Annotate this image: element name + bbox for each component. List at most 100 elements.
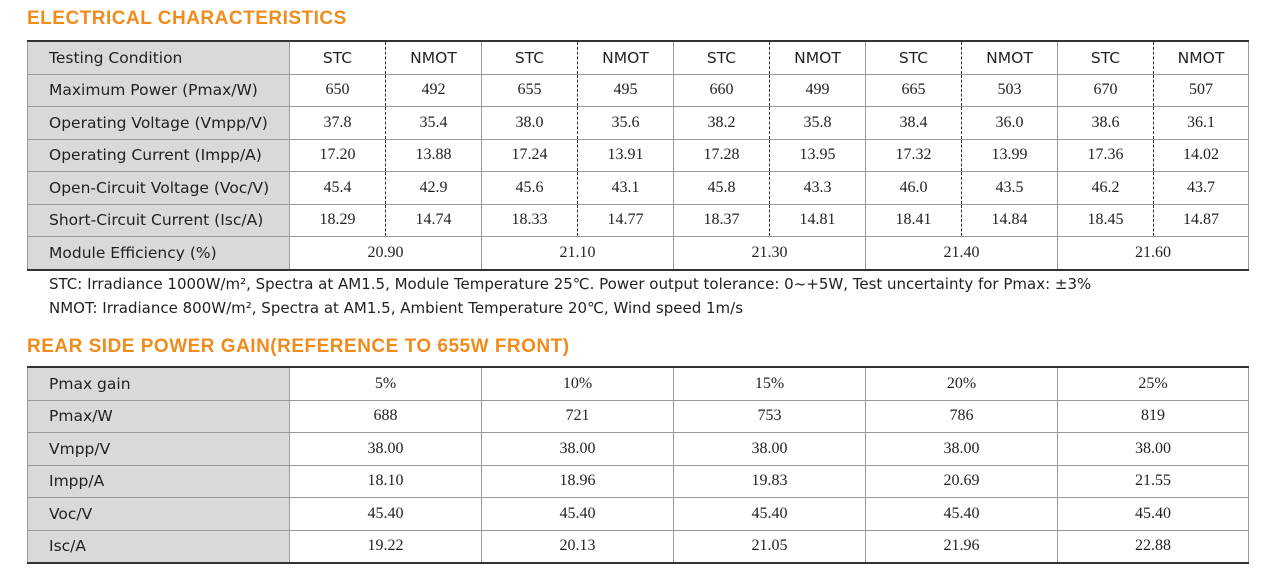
value-cell: 20.13 <box>481 529 674 564</box>
table-row: Impp/A 18.10 18.96 19.83 20.69 21.55 <box>27 464 1249 498</box>
stc-header: STC <box>289 40 386 75</box>
value-cell: 753 <box>673 399 866 433</box>
value-cell: 13.95 <box>769 138 866 172</box>
value-cell: 45.6 <box>481 171 578 205</box>
table-row: Operating Voltage (Vmpp/V) 37.8 35.4 38.0 35… <box>27 106 1249 140</box>
value-cell: 18.41 <box>865 203 962 237</box>
value-cell: 38.4 <box>865 106 962 140</box>
efficiency-cell: 21.40 <box>865 236 1058 271</box>
value-cell: 14.84 <box>961 203 1058 237</box>
value-cell: 17.36 <box>1057 138 1154 172</box>
value-cell: 45.4 <box>289 171 386 205</box>
value-cell: 38.00 <box>289 432 482 466</box>
value-cell: 688 <box>289 399 482 433</box>
value-cell: 42.9 <box>385 171 482 205</box>
value-cell: 18.37 <box>673 203 770 237</box>
value-cell: 38.00 <box>481 432 674 466</box>
nmot-note: NMOT: Irradiance 800W/m², Spectra at AM1… <box>49 299 744 317</box>
value-cell: 45.40 <box>1057 497 1249 531</box>
value-cell: 14.87 <box>1153 203 1249 237</box>
value-cell: 36.0 <box>961 106 1058 140</box>
value-cell: 20.69 <box>865 464 1058 498</box>
table-row: Short-Circuit Current (Isc/A) 18.29 14.74 1… <box>27 203 1249 237</box>
nmot-header: NMOT <box>1153 40 1249 75</box>
value-cell: 43.7 <box>1153 171 1249 205</box>
electrical-heading: ELECTRICAL CHARACTERISTICS <box>27 8 347 29</box>
electrical-table: Testing Condition STC NMOT STC NMOT STC NMOT ST… <box>27 40 1249 271</box>
value-cell: 13.99 <box>961 138 1058 172</box>
value-cell: 819 <box>1057 399 1249 433</box>
value-cell: 15% <box>673 366 866 401</box>
row-label: Pmax/W <box>27 399 290 433</box>
efficiency-cell: 21.10 <box>481 236 674 271</box>
value-cell: 492 <box>385 73 482 107</box>
row-label: Module Efficiency (%) <box>27 236 290 271</box>
stc-header: STC <box>865 40 962 75</box>
value-cell: 35.4 <box>385 106 482 140</box>
row-label: Operating Current (Impp/A) <box>27 138 290 172</box>
value-cell: 45.40 <box>481 497 674 531</box>
stc-header: STC <box>673 40 770 75</box>
value-cell: 38.0 <box>481 106 578 140</box>
row-label: Pmax gain <box>27 366 290 401</box>
value-cell: 38.00 <box>673 432 866 466</box>
value-cell: 37.8 <box>289 106 386 140</box>
value-cell: 14.81 <box>769 203 866 237</box>
value-cell: 5% <box>289 366 482 401</box>
value-cell: 35.8 <box>769 106 866 140</box>
value-cell: 18.10 <box>289 464 482 498</box>
value-cell: 20% <box>865 366 1058 401</box>
table-row: Operating Current (Impp/A) 17.20 13.88 17.2… <box>27 138 1249 172</box>
header-row: Testing Condition STC NMOT STC NMOT STC NMOT ST… <box>27 40 1249 75</box>
row-label: Voc/V <box>27 497 290 531</box>
value-cell: 13.91 <box>577 138 674 172</box>
nmot-header: NMOT <box>385 40 482 75</box>
value-cell: 46.0 <box>865 171 962 205</box>
value-cell: 19.22 <box>289 529 482 564</box>
value-cell: 43.3 <box>769 171 866 205</box>
value-cell: 721 <box>481 399 674 433</box>
condition-label: Testing Condition <box>27 40 290 75</box>
table-row: Voc/V 45.40 45.40 45.40 45.40 45.40 <box>27 497 1249 531</box>
value-cell: 43.5 <box>961 171 1058 205</box>
value-cell: 17.24 <box>481 138 578 172</box>
rear-heading: REAR SIDE POWER GAIN(REFERENCE TO 655W F… <box>27 336 570 357</box>
value-cell: 22.88 <box>1057 529 1249 564</box>
value-cell: 45.40 <box>673 497 866 531</box>
value-cell: 786 <box>865 399 1058 433</box>
value-cell: 35.6 <box>577 106 674 140</box>
table-row: Vmpp/V 38.00 38.00 38.00 38.00 38.00 <box>27 432 1249 466</box>
row-label: Open-Circuit Voltage (Voc/V) <box>27 171 290 205</box>
value-cell: 503 <box>961 73 1058 107</box>
stc-header: STC <box>481 40 578 75</box>
value-cell: 21.96 <box>865 529 1058 564</box>
value-cell: 18.29 <box>289 203 386 237</box>
value-cell: 38.6 <box>1057 106 1154 140</box>
table-row: Isc/A 19.22 20.13 21.05 21.96 22.88 <box>27 529 1249 564</box>
value-cell: 19.83 <box>673 464 866 498</box>
value-cell: 21.05 <box>673 529 866 564</box>
value-cell: 36.1 <box>1153 106 1249 140</box>
value-cell: 38.00 <box>865 432 1058 466</box>
value-cell: 13.88 <box>385 138 482 172</box>
nmot-header: NMOT <box>577 40 674 75</box>
value-cell: 14.77 <box>577 203 674 237</box>
row-label: Isc/A <box>27 529 290 564</box>
value-cell: 18.45 <box>1057 203 1154 237</box>
value-cell: 21.55 <box>1057 464 1249 498</box>
value-cell: 45.40 <box>289 497 482 531</box>
row-label: Impp/A <box>27 464 290 498</box>
value-cell: 507 <box>1153 73 1249 107</box>
value-cell: 25% <box>1057 366 1249 401</box>
row-label: Maximum Power (Pmax/W) <box>27 73 290 107</box>
value-cell: 46.2 <box>1057 171 1154 205</box>
value-cell: 14.74 <box>385 203 482 237</box>
value-cell: 660 <box>673 73 770 107</box>
efficiency-row: Module Efficiency (%) 20.90 21.10 21.30 21.4… <box>27 236 1249 271</box>
value-cell: 18.33 <box>481 203 578 237</box>
efficiency-cell: 21.60 <box>1057 236 1249 271</box>
value-cell: 17.28 <box>673 138 770 172</box>
stc-header: STC <box>1057 40 1154 75</box>
value-cell: 17.20 <box>289 138 386 172</box>
value-cell: 45.40 <box>865 497 1058 531</box>
